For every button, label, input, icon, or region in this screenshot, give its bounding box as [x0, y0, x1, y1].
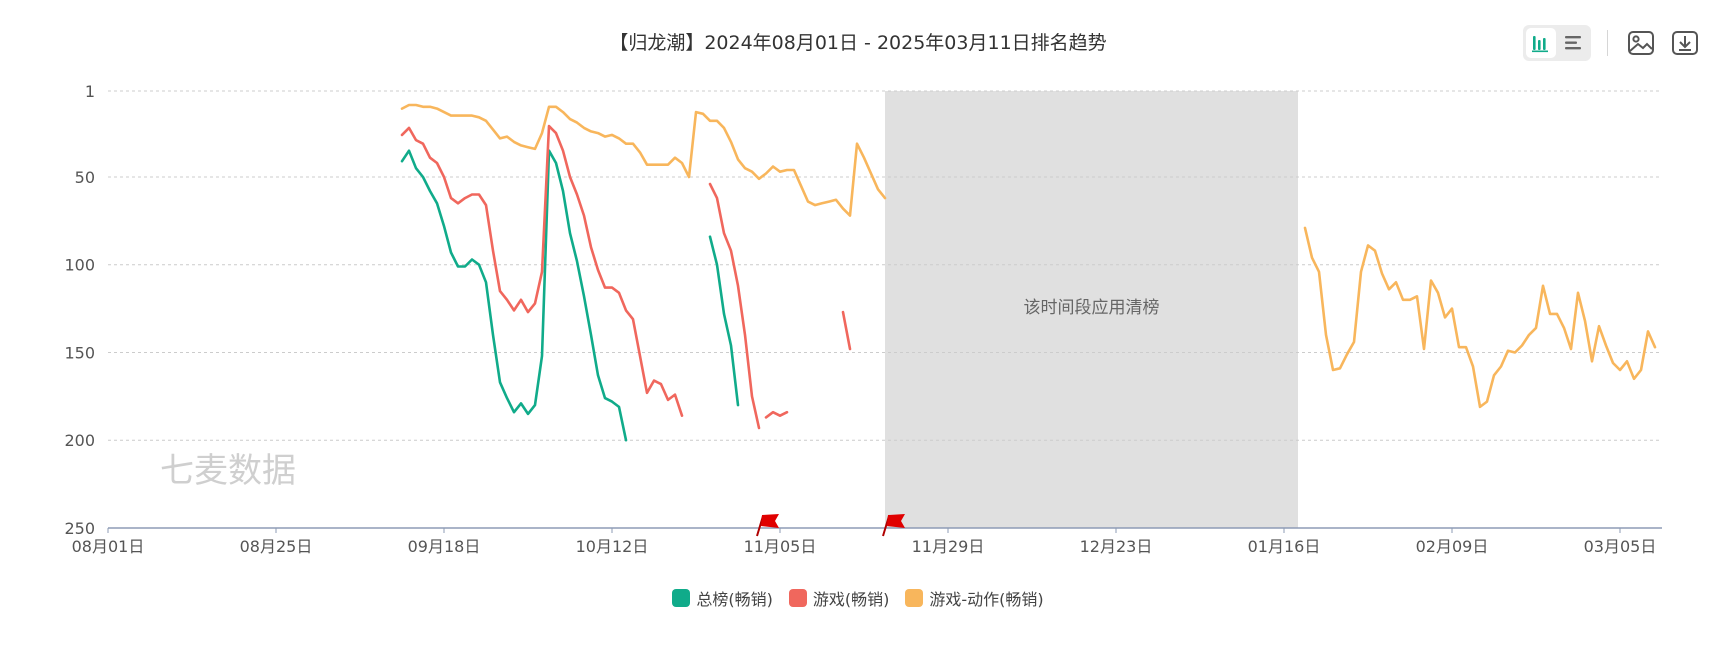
- chart-toolbar: [1523, 24, 1702, 62]
- save-image-button[interactable]: [1624, 26, 1658, 60]
- cleared-period-region: [885, 91, 1298, 528]
- legend-item[interactable]: 游戏(畅销): [788, 586, 890, 610]
- x-tick-label: 02月09日: [1416, 537, 1489, 556]
- legend-swatch: [788, 589, 807, 607]
- series-line-0: [708, 235, 740, 407]
- y-tick-label: 200: [64, 431, 95, 450]
- legend-label: 游戏-动作(畅销): [929, 590, 1044, 609]
- legend-swatch: [905, 589, 924, 607]
- x-tick-label: 09月18日: [408, 537, 481, 556]
- download-icon: [1672, 31, 1698, 55]
- list-view-button[interactable]: [1558, 28, 1588, 58]
- series-line-1: [400, 124, 684, 418]
- x-tick-label: 11月05日: [744, 537, 817, 556]
- chart-legend: 总榜(畅销) 游戏(畅销) 游戏-动作(畅销): [0, 586, 1716, 610]
- x-tick-label: 08月25日: [240, 537, 313, 556]
- y-tick-label: 250: [64, 519, 95, 538]
- legend-item[interactable]: 游戏-动作(畅销): [905, 586, 1044, 610]
- list-icon: [1565, 36, 1581, 50]
- legend-label: 总榜(畅销): [696, 590, 773, 609]
- series-line-0: [400, 149, 628, 442]
- series-line-1: [708, 182, 761, 430]
- y-tick-label: 150: [64, 343, 95, 362]
- series-line-1: [764, 410, 789, 419]
- y-tick-label: 50: [75, 168, 95, 187]
- image-icon: [1628, 31, 1654, 55]
- x-tick-label: 03月05日: [1584, 537, 1657, 556]
- event-flag-icon: [761, 514, 779, 528]
- y-tick-label: 100: [64, 256, 95, 275]
- x-tick-label: 10月12日: [576, 537, 649, 556]
- bar-view-button[interactable]: [1526, 28, 1556, 58]
- download-button[interactable]: [1668, 26, 1702, 60]
- series-line-1: [841, 310, 852, 351]
- y-tick-label: 1: [85, 82, 95, 101]
- series-line-2: [1303, 226, 1657, 409]
- legend-label: 游戏(畅销): [812, 590, 890, 609]
- cleared-period-label: 该时间段应用清榜: [1024, 298, 1160, 318]
- view-toggle: [1523, 25, 1591, 61]
- legend-item[interactable]: 总榜(畅销): [672, 586, 773, 610]
- chart-title: 【归龙潮】2024年08月01日 - 2025年03月11日排名趋势: [609, 32, 1107, 54]
- series-line-2: [400, 103, 887, 217]
- bar-chart-icon: [1532, 36, 1548, 53]
- x-tick-label: 11月29日: [912, 537, 985, 556]
- toolbar-divider: [1607, 30, 1608, 56]
- x-tick-label: 08月01日: [72, 537, 145, 556]
- legend-swatch: [672, 589, 691, 607]
- x-tick-label: 01月16日: [1248, 537, 1321, 556]
- watermark-text: 七麦数据: [160, 451, 296, 491]
- x-tick-label: 12月23日: [1080, 537, 1153, 556]
- event-flag-icon: [887, 514, 905, 528]
